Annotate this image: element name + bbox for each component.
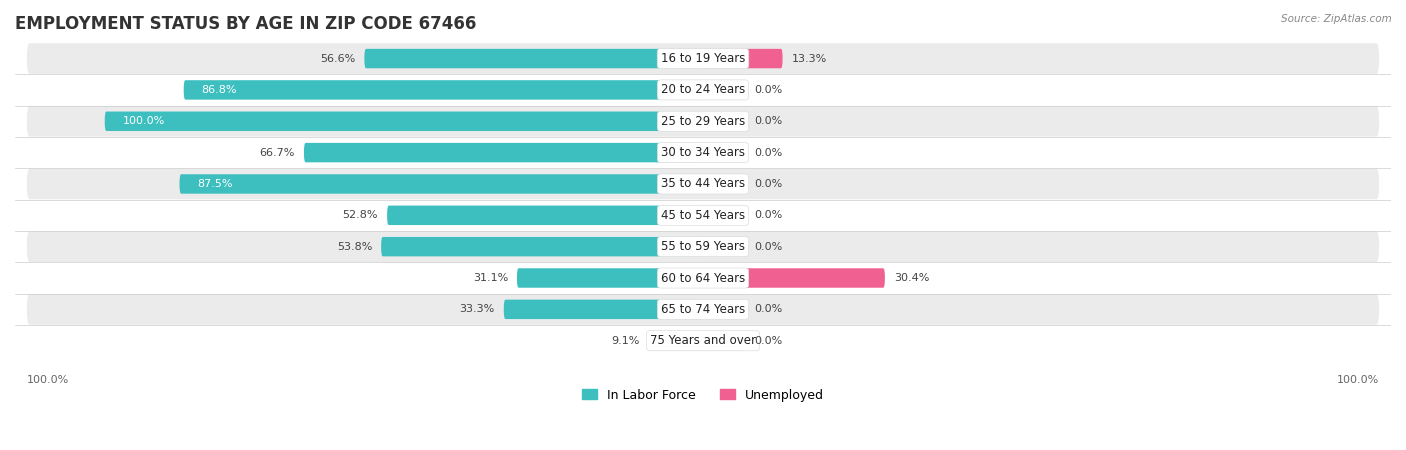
Text: 66.7%: 66.7% (260, 148, 295, 157)
FancyBboxPatch shape (703, 112, 745, 131)
FancyBboxPatch shape (27, 106, 1379, 137)
FancyBboxPatch shape (27, 169, 1379, 199)
FancyBboxPatch shape (648, 331, 703, 351)
FancyBboxPatch shape (27, 325, 1379, 356)
FancyBboxPatch shape (364, 49, 703, 68)
Legend: In Labor Force, Unemployed: In Labor Force, Unemployed (576, 383, 830, 406)
Text: 100.0%: 100.0% (27, 375, 69, 385)
FancyBboxPatch shape (703, 49, 783, 68)
FancyBboxPatch shape (304, 143, 703, 162)
FancyBboxPatch shape (703, 80, 745, 99)
Text: 0.0%: 0.0% (754, 336, 782, 346)
FancyBboxPatch shape (27, 137, 1379, 168)
Text: 45 to 54 Years: 45 to 54 Years (661, 209, 745, 222)
FancyBboxPatch shape (703, 300, 745, 319)
Text: 16 to 19 Years: 16 to 19 Years (661, 52, 745, 65)
FancyBboxPatch shape (27, 43, 1379, 74)
FancyBboxPatch shape (184, 80, 703, 99)
FancyBboxPatch shape (703, 237, 745, 256)
Text: 30.4%: 30.4% (894, 273, 929, 283)
FancyBboxPatch shape (517, 268, 703, 288)
FancyBboxPatch shape (703, 268, 884, 288)
Text: 56.6%: 56.6% (321, 54, 356, 63)
Text: 100.0%: 100.0% (122, 116, 165, 126)
FancyBboxPatch shape (503, 300, 703, 319)
Text: 13.3%: 13.3% (792, 54, 827, 63)
Text: EMPLOYMENT STATUS BY AGE IN ZIP CODE 67466: EMPLOYMENT STATUS BY AGE IN ZIP CODE 674… (15, 15, 477, 33)
Text: 65 to 74 Years: 65 to 74 Years (661, 303, 745, 316)
Text: 35 to 44 Years: 35 to 44 Years (661, 177, 745, 190)
Text: 100.0%: 100.0% (1337, 375, 1379, 385)
FancyBboxPatch shape (27, 263, 1379, 293)
Text: 0.0%: 0.0% (754, 85, 782, 95)
Text: 20 to 24 Years: 20 to 24 Years (661, 83, 745, 96)
Text: 0.0%: 0.0% (754, 116, 782, 126)
FancyBboxPatch shape (703, 206, 745, 225)
Text: 52.8%: 52.8% (343, 210, 378, 220)
FancyBboxPatch shape (180, 174, 703, 194)
Text: 33.3%: 33.3% (460, 304, 495, 315)
FancyBboxPatch shape (703, 174, 745, 194)
Text: 53.8%: 53.8% (337, 242, 373, 252)
Text: 0.0%: 0.0% (754, 210, 782, 220)
Text: 9.1%: 9.1% (612, 336, 640, 346)
Text: 87.5%: 87.5% (197, 179, 233, 189)
Text: 86.8%: 86.8% (201, 85, 238, 95)
FancyBboxPatch shape (387, 206, 703, 225)
Text: 60 to 64 Years: 60 to 64 Years (661, 271, 745, 284)
Text: 0.0%: 0.0% (754, 179, 782, 189)
Text: 0.0%: 0.0% (754, 148, 782, 157)
FancyBboxPatch shape (104, 112, 703, 131)
FancyBboxPatch shape (381, 237, 703, 256)
Text: Source: ZipAtlas.com: Source: ZipAtlas.com (1281, 14, 1392, 23)
Text: 75 Years and over: 75 Years and over (650, 334, 756, 347)
Text: 55 to 59 Years: 55 to 59 Years (661, 240, 745, 253)
Text: 31.1%: 31.1% (472, 273, 508, 283)
FancyBboxPatch shape (703, 331, 745, 351)
Text: 0.0%: 0.0% (754, 304, 782, 315)
FancyBboxPatch shape (27, 200, 1379, 231)
FancyBboxPatch shape (27, 294, 1379, 325)
Text: 0.0%: 0.0% (754, 242, 782, 252)
FancyBboxPatch shape (27, 231, 1379, 262)
FancyBboxPatch shape (703, 143, 745, 162)
Text: 25 to 29 Years: 25 to 29 Years (661, 115, 745, 128)
Text: 30 to 34 Years: 30 to 34 Years (661, 146, 745, 159)
FancyBboxPatch shape (27, 75, 1379, 105)
